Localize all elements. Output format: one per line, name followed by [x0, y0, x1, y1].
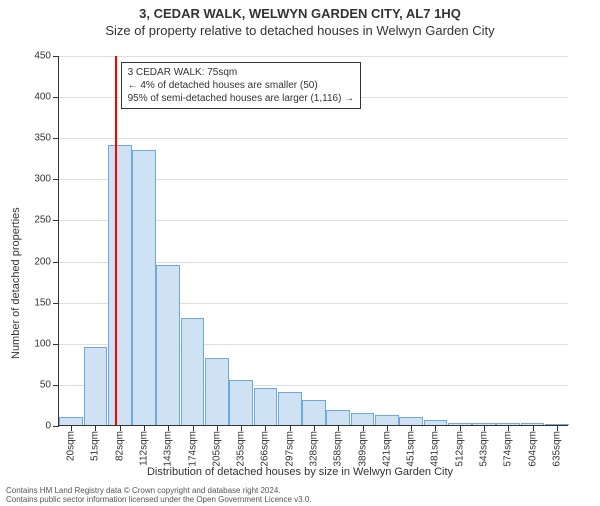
histogram-bar: [399, 417, 423, 425]
x-tick-label: 358sqm: [333, 431, 344, 467]
x-tick-label: 205sqm: [211, 431, 222, 467]
y-tick-label: 150: [34, 297, 51, 308]
y-tick-label: 300: [34, 174, 51, 185]
y-tick-label: 450: [34, 51, 51, 62]
x-tick-label: 51sqm: [90, 431, 101, 461]
footer-line-2: Contains public sector information licen…: [6, 495, 312, 504]
x-tick-label: 143sqm: [163, 431, 174, 467]
y-tick-label: 100: [34, 338, 51, 349]
histogram-bar: [108, 145, 132, 425]
histogram-bar: [156, 265, 180, 425]
x-tick-label: 635sqm: [551, 431, 562, 467]
histogram-bar: [205, 358, 229, 425]
y-tick-label: 250: [34, 215, 51, 226]
histogram-bar: [132, 150, 156, 425]
info-box-line: 3 CEDAR WALK: 75sqm: [128, 66, 355, 79]
x-tick-label: 266sqm: [260, 431, 271, 467]
x-tick-label: 174sqm: [187, 431, 198, 467]
info-box-line: 95% of semi-detached houses are larger (…: [128, 92, 355, 105]
footer-attribution: Contains HM Land Registry data © Crown c…: [6, 486, 312, 504]
x-tick-label: 235sqm: [236, 431, 247, 467]
histogram-bar: [375, 415, 399, 425]
histogram-bar: [302, 400, 326, 425]
x-tick-label: 82sqm: [114, 431, 125, 461]
y-tick-label: 400: [34, 92, 51, 103]
y-tick: [53, 303, 59, 304]
x-tick-label: 512sqm: [454, 431, 465, 467]
x-tick-label: 574sqm: [503, 431, 514, 467]
y-tick: [53, 385, 59, 386]
footer-line-1: Contains HM Land Registry data © Crown c…: [6, 486, 312, 495]
y-tick: [53, 179, 59, 180]
x-tick-label: 451sqm: [406, 431, 417, 467]
x-axis-title: Distribution of detached houses by size …: [0, 466, 600, 478]
x-tick-label: 112sqm: [139, 431, 150, 466]
y-tick: [53, 426, 59, 427]
y-tick-label: 0: [45, 421, 51, 432]
y-axis-title: Number of detached properties: [10, 208, 22, 360]
gridline: [59, 56, 568, 57]
property-marker-line: [115, 56, 117, 425]
y-tick: [53, 220, 59, 221]
y-tick: [53, 97, 59, 98]
histogram-bar: [59, 417, 83, 425]
x-tick-label: 421sqm: [381, 431, 392, 467]
y-tick-label: 350: [34, 133, 51, 144]
y-tick: [53, 262, 59, 263]
chart-plot-area: 05010015020025030035040045020sqm51sqm82s…: [58, 56, 568, 426]
histogram-bar: [326, 410, 350, 425]
histogram-bar: [229, 380, 253, 425]
property-info-box: 3 CEDAR WALK: 75sqm← 4% of detached hous…: [121, 62, 362, 109]
histogram-bar: [84, 347, 108, 425]
histogram-bar: [181, 318, 205, 425]
x-tick-label: 20sqm: [66, 431, 77, 461]
x-tick-label: 543sqm: [479, 431, 490, 467]
x-tick-label: 389sqm: [357, 431, 368, 467]
histogram-bar: [278, 392, 302, 425]
info-box-line: ← 4% of detached houses are smaller (50): [128, 79, 355, 92]
x-tick-label: 328sqm: [309, 431, 320, 467]
page-title-line1: 3, CEDAR WALK, WELWYN GARDEN CITY, AL7 1…: [0, 6, 600, 21]
histogram-bar: [351, 413, 375, 425]
y-tick: [53, 344, 59, 345]
y-tick-label: 200: [34, 256, 51, 267]
histogram-bar: [254, 388, 278, 425]
x-tick-label: 297sqm: [284, 431, 295, 467]
page-title-line2: Size of property relative to detached ho…: [0, 23, 600, 38]
y-tick-label: 50: [40, 379, 51, 390]
x-tick-label: 604sqm: [527, 431, 538, 467]
y-tick: [53, 138, 59, 139]
gridline: [59, 138, 568, 139]
y-tick: [53, 56, 59, 57]
x-tick-label: 481sqm: [430, 431, 441, 467]
